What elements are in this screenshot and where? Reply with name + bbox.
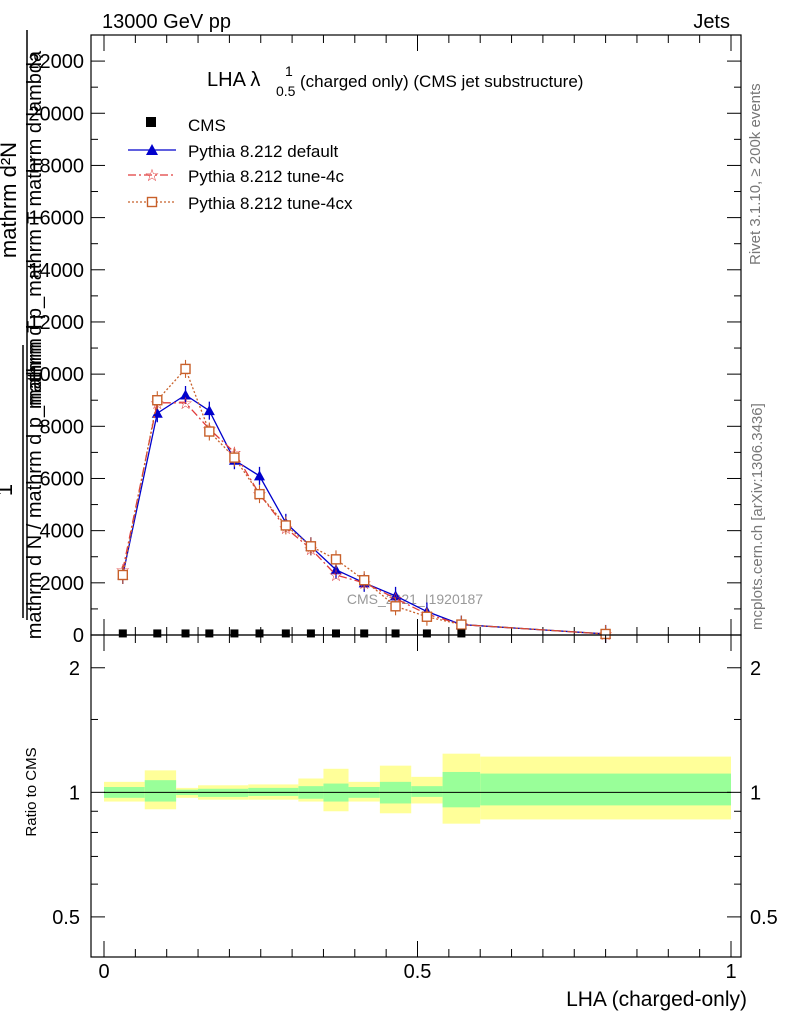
ratio-band-inner bbox=[480, 773, 731, 806]
ratio-band-inner bbox=[411, 786, 443, 797]
ratio-xtick-label: 0.5 bbox=[404, 961, 432, 983]
ylabel-pre-den: mathrm d N / mathrm d p_mathrm T bbox=[24, 321, 46, 640]
ylabel-den: mathrm d p_mathrm T mathrm d lambda bbox=[24, 50, 46, 409]
main-ytick-label: 2000 bbox=[40, 573, 85, 595]
point-cms bbox=[205, 629, 214, 638]
legend-marker-tune4cx bbox=[146, 196, 158, 208]
point-cms bbox=[181, 629, 190, 638]
point-cms bbox=[457, 629, 466, 638]
ratio-ytick-label-right: 0.5 bbox=[750, 907, 778, 929]
point-tune4cx bbox=[117, 569, 129, 581]
legend-marker-cms bbox=[146, 117, 156, 127]
point-tune4cx bbox=[421, 611, 433, 622]
svg-text:LHA λ: LHA λ bbox=[207, 69, 260, 91]
ratio-frame bbox=[90, 634, 742, 958]
point-tune4cx bbox=[180, 363, 191, 375]
title-sub: 0.5 bbox=[276, 83, 296, 99]
watermark: CMS_2021_I1920187 bbox=[347, 591, 483, 607]
ylabel-num: mathrm d²N bbox=[0, 142, 21, 258]
series-line-tune4cx bbox=[122, 367, 606, 635]
ratio-ylabel: Ratio to CMS bbox=[23, 747, 40, 836]
point-cms bbox=[360, 629, 369, 638]
point-cms bbox=[422, 629, 431, 638]
main-ytick-label: 14000 bbox=[28, 260, 84, 282]
point-tune4cx bbox=[359, 575, 370, 586]
main-ytick-label: 8000 bbox=[40, 416, 85, 438]
point-cms bbox=[281, 629, 290, 638]
legend-label-cms: CMS bbox=[188, 116, 226, 135]
main-ytick-label: 22000 bbox=[28, 51, 84, 73]
side-rivet: Rivet 3.1.10, ≥ 200k events bbox=[747, 83, 764, 265]
ratio-xtick-label: 1 bbox=[725, 961, 736, 983]
side-mcplots: mcplots.cern.ch [arXiv:1306.3436] bbox=[749, 403, 766, 630]
legend-label-default: Pythia 8.212 default bbox=[188, 142, 339, 161]
main-ytick-label: 16000 bbox=[28, 208, 84, 230]
main-ylabel: 1 mathrm d N / mathrm d p_mathrm T mathr… bbox=[0, 30, 46, 639]
ratio-bands bbox=[104, 753, 731, 824]
ratio-ytick-label: 1 bbox=[69, 782, 80, 804]
point-cms bbox=[331, 629, 340, 638]
point-cms bbox=[306, 629, 315, 638]
ratio-xaxis: 0 0.5 1 bbox=[98, 635, 737, 983]
point-tune4cx bbox=[390, 601, 401, 612]
main-xaxis bbox=[103, 35, 732, 635]
ylabel-pre-num: 1 bbox=[0, 484, 17, 496]
point-tune4cx bbox=[229, 452, 240, 463]
title-rest: (charged only) (CMS jet substructure) bbox=[300, 72, 583, 91]
ratio-ytick-label-right: 2 bbox=[750, 658, 761, 680]
main-ytick-label: 0 bbox=[73, 625, 84, 647]
main-ytick-label: 4000 bbox=[40, 521, 85, 543]
ratio-ytick-label: 0.5 bbox=[52, 907, 80, 929]
title-sup: 1 bbox=[285, 63, 293, 79]
main-plot-area: ☆☆☆☆☆☆☆☆☆☆☆☆☆☆ bbox=[115, 359, 613, 644]
legend-marker-tune4c: ☆ bbox=[144, 166, 159, 185]
ratio-band-inner bbox=[442, 771, 481, 808]
point-cms bbox=[230, 629, 239, 638]
main-yaxis: 0 2000 4000 6000 8000 10000 12000 14000 16000 180… bbox=[28, 51, 741, 647]
point-cms bbox=[255, 629, 264, 638]
point-tune4cx bbox=[152, 395, 163, 406]
title-main: LHA λ bbox=[207, 69, 260, 91]
point-default bbox=[330, 564, 342, 575]
legend-label-tune4c: Pythia 8.212 tune-4c bbox=[188, 167, 344, 186]
point-cms bbox=[118, 629, 127, 638]
point-tune4cx bbox=[204, 426, 215, 437]
point-default bbox=[151, 407, 163, 418]
point-cms bbox=[391, 629, 400, 638]
main-title: LHA λ 1 0.5 (charged only) (CMS jet subs… bbox=[207, 63, 583, 99]
point-tune4cx bbox=[330, 554, 342, 565]
point-tune4c: ☆ bbox=[178, 394, 193, 413]
main-ytick-label: 10000 bbox=[28, 364, 84, 386]
point-default bbox=[390, 590, 402, 601]
legend-marker-default bbox=[146, 144, 158, 155]
main-ytick-label: 12000 bbox=[28, 312, 84, 334]
header-energy: 13000 GeV pp bbox=[102, 11, 231, 33]
main-ytick-label: 18000 bbox=[28, 155, 84, 177]
ratio-yaxis: 0.5 0.5 1 1 2 2 bbox=[52, 658, 778, 929]
main-ytick-label: 6000 bbox=[40, 468, 85, 490]
ratio-band-inner bbox=[144, 780, 177, 802]
point-tune4cx bbox=[254, 488, 265, 500]
point-tune4cx bbox=[305, 541, 317, 552]
main-ytick-label: 20000 bbox=[28, 103, 84, 125]
ratio-ytick-label: 2 bbox=[69, 658, 80, 680]
point-default bbox=[203, 405, 215, 416]
legend: CMS Pythia 8.212 default ☆ Pythia 8.212 … bbox=[128, 116, 353, 213]
legend-label-tune4cx: Pythia 8.212 tune-4cx bbox=[188, 194, 353, 213]
header-jets: Jets bbox=[693, 11, 730, 33]
ratio-ytick-label-right: 1 bbox=[750, 782, 761, 804]
point-default bbox=[253, 470, 265, 481]
point-tune4cx bbox=[456, 619, 467, 630]
series-line-tune4c bbox=[122, 402, 606, 635]
point-cms bbox=[153, 629, 162, 638]
point-tune4c: ☆ bbox=[328, 566, 343, 585]
x-axis-label: LHA (charged-only) bbox=[566, 988, 747, 1011]
point-tune4cx bbox=[280, 520, 292, 531]
point-default bbox=[180, 389, 192, 400]
ratio-xtick-label: 0 bbox=[98, 961, 109, 983]
